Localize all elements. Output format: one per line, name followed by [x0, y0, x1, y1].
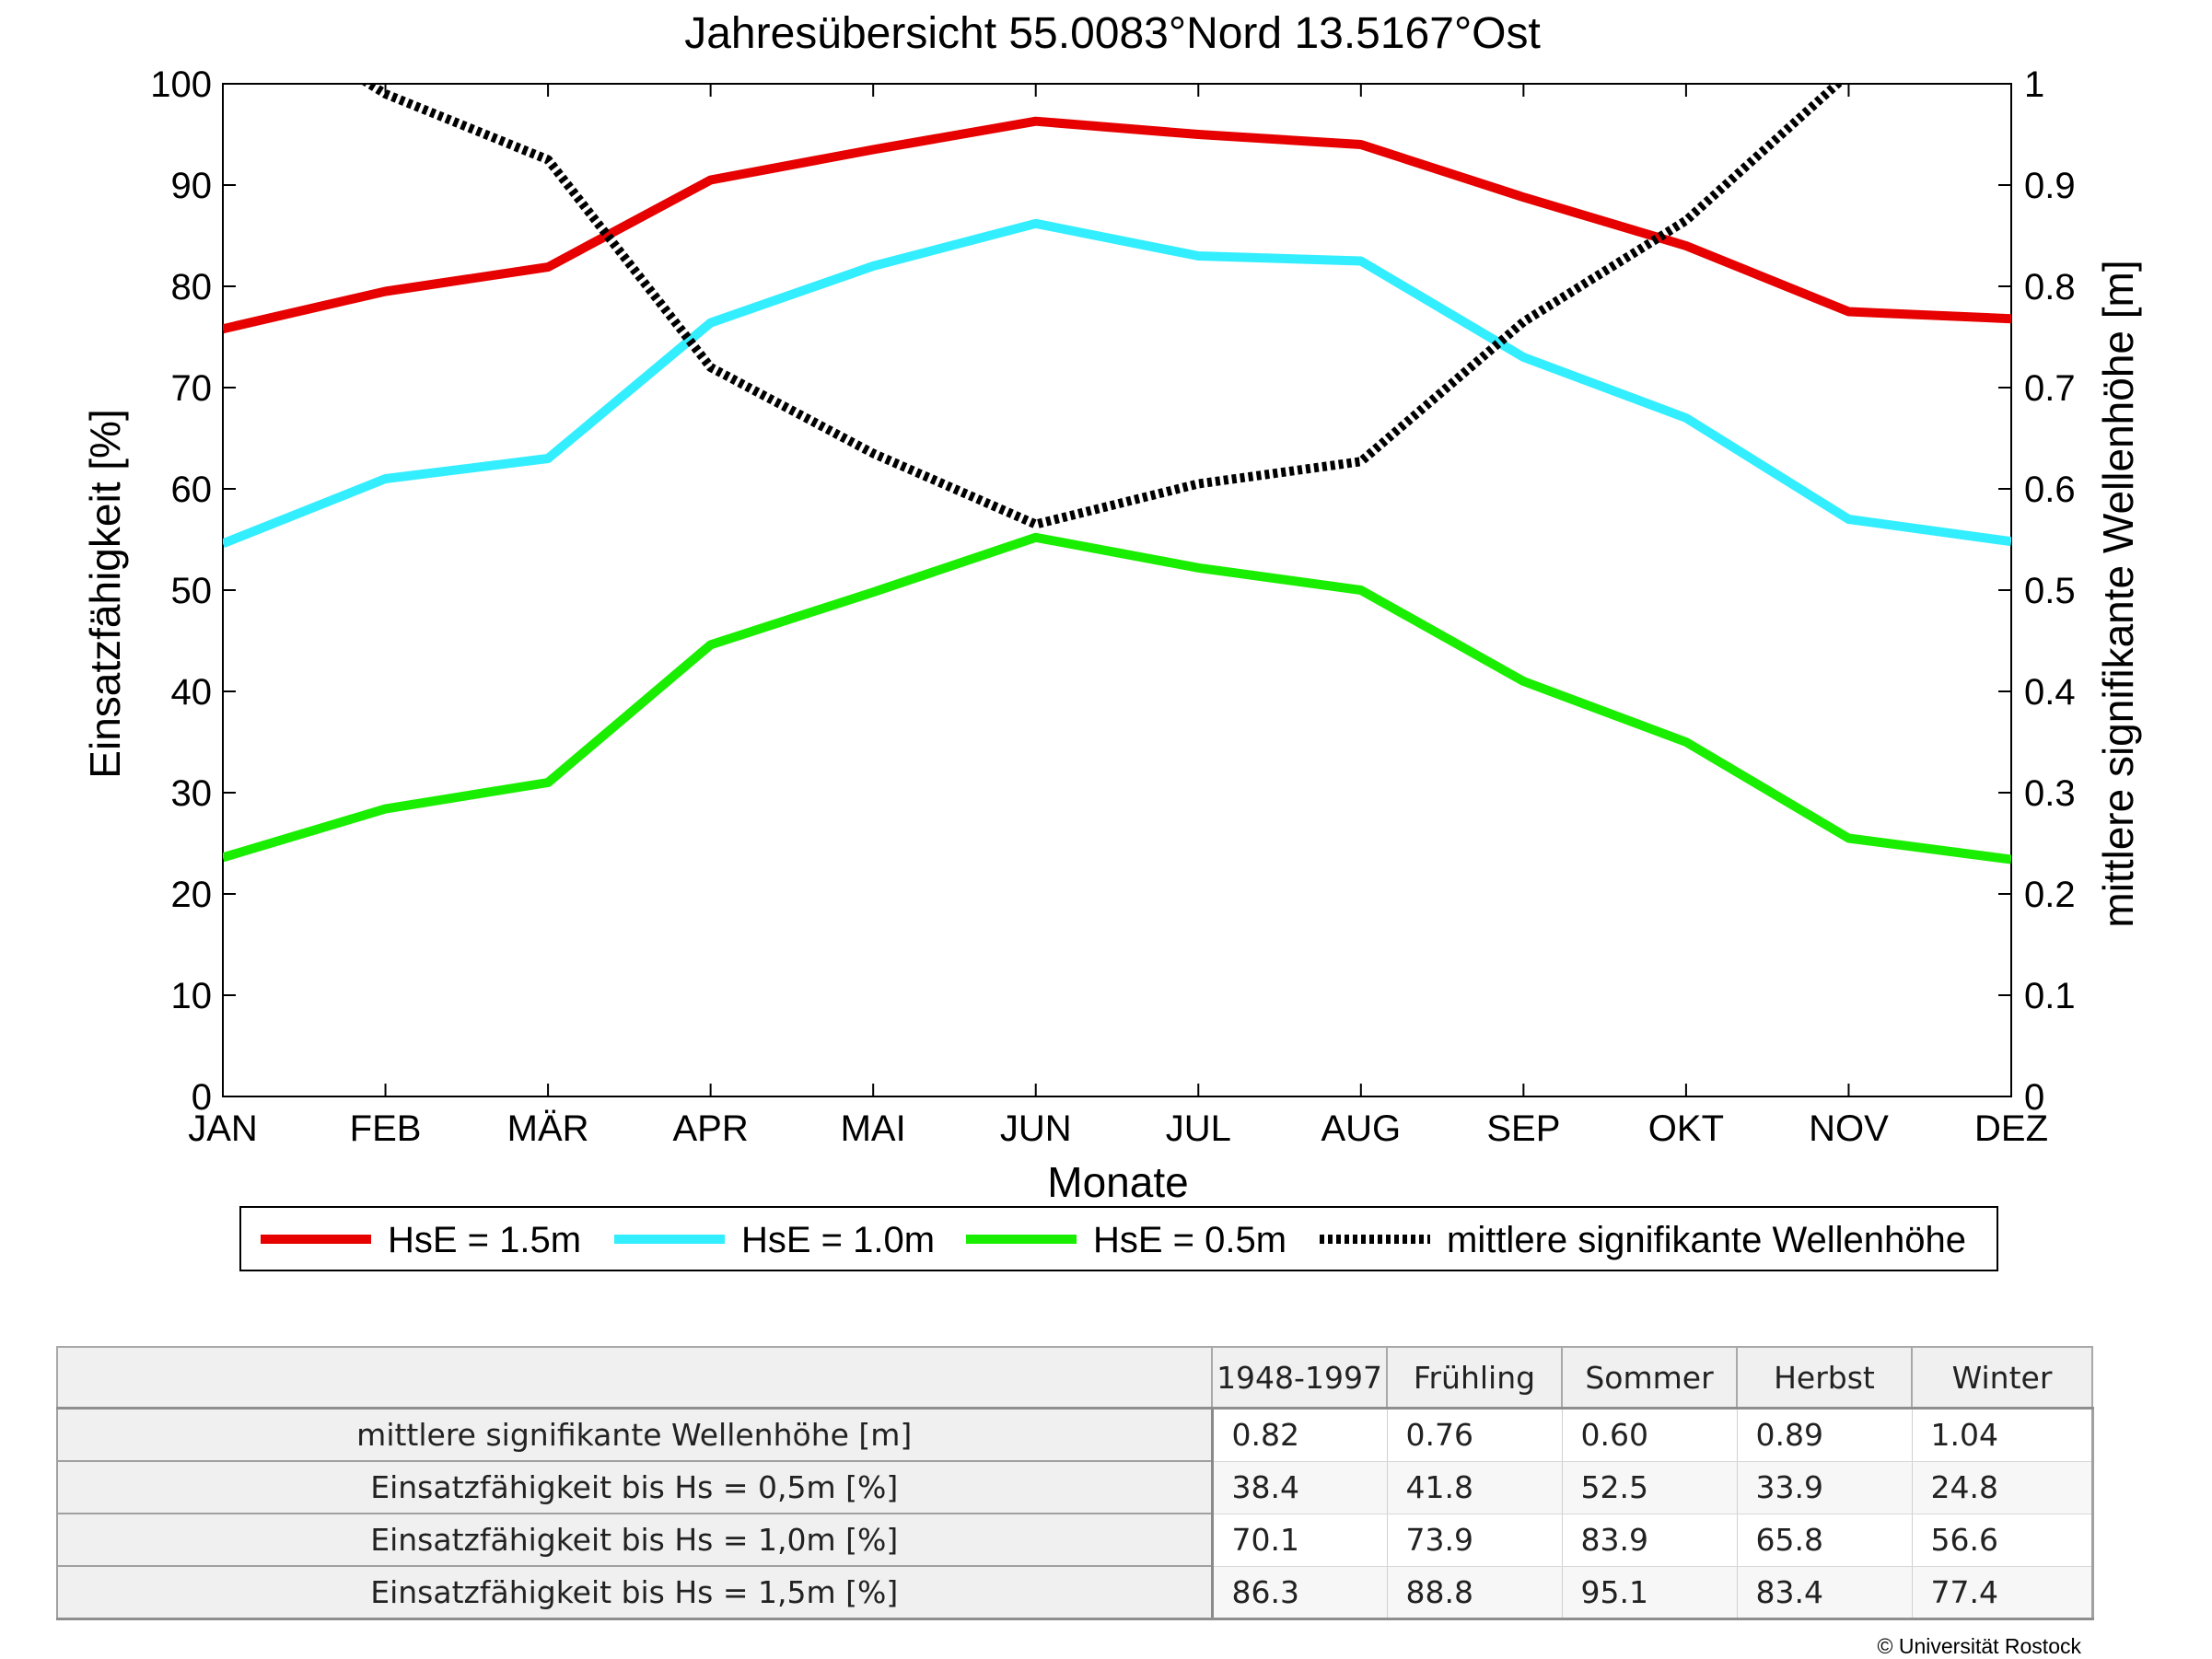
table-row: Einsatzfähigkeit bis Hs = 1,5m [%] 86.3 …	[56, 1565, 2094, 1620]
legend-label: mittlere signifikante Wellenhöhe	[1447, 1220, 1966, 1260]
y-tick-label: 90	[171, 166, 213, 206]
x-tick-label: MAI	[841, 1108, 906, 1149]
table-row-label: Einsatzfähigkeit bis Hs = 1,0m [%]	[56, 1513, 1214, 1567]
table-cell: 33.9	[1737, 1461, 1913, 1514]
table-row-label: mittlere signifikante Wellenhöhe [m]	[56, 1407, 1214, 1462]
y-tick-label: 60	[171, 470, 213, 510]
x-tick-label: APR	[673, 1108, 749, 1149]
y2-axis-label: mittlere signifikante Wellenhöhe [m]	[2094, 260, 2142, 927]
table-row: Einsatzfähigkeit bis Hs = 1,0m [%] 70.1 …	[56, 1513, 2094, 1567]
legend-label: HsE = 0.5m	[1093, 1220, 1286, 1260]
table-cell: 56.6	[1912, 1514, 2094, 1567]
y2-tick-label: 0.9	[2024, 166, 2076, 206]
chart-title: Jahresübersicht 55.0083°Nord 13.5167°Ost	[684, 9, 1541, 58]
chart: Jahresübersicht 55.0083°Nord 13.5167°Ost…	[81, 9, 2142, 1271]
y2-tick-label: 0.6	[2024, 470, 2076, 510]
x-tick-label: NOV	[1809, 1108, 1889, 1149]
legend-label: HsE = 1.0m	[741, 1220, 935, 1260]
y2-tick-label: 0.4	[2024, 672, 2076, 713]
x-tick-label: DEZ	[1974, 1108, 2048, 1149]
x-tick-label: MÄR	[507, 1108, 589, 1149]
y-tick-label: 50	[171, 571, 213, 611]
table-cell: 24.8	[1912, 1461, 2094, 1514]
series-line-3	[360, 84, 1845, 529]
table-cell: 52.5	[1562, 1461, 1738, 1514]
y-tick-label: 40	[171, 672, 213, 713]
y2-tick-label: 0.1	[2024, 976, 2076, 1016]
x-tick-label: JUN	[1000, 1108, 1072, 1149]
table-cell: 1.04	[1912, 1408, 2094, 1462]
table-cell: 0.89	[1737, 1408, 1913, 1462]
table-row: Einsatzfähigkeit bis Hs = 0,5m [%] 38.4 …	[56, 1460, 2094, 1514]
copyright-notice: © Universität Rostock	[1877, 1634, 2081, 1658]
table-cell: 0.60	[1562, 1408, 1738, 1462]
table-cell: 83.4	[1737, 1566, 1913, 1620]
table-cell: 41.8	[1387, 1461, 1563, 1514]
x-axis-label: Monate	[1047, 1158, 1188, 1206]
y-tick-label: 0	[192, 1077, 212, 1118]
table-header-cell: Herbst	[1736, 1346, 1913, 1410]
table-header-cell: Frühling	[1386, 1346, 1563, 1410]
y-tick-label: 80	[171, 267, 213, 307]
table-cell: 0.76	[1387, 1408, 1563, 1462]
y-tick-label: 20	[171, 875, 213, 915]
x-tick-label: OKT	[1648, 1108, 1724, 1149]
y-tick-label: 10	[171, 976, 213, 1016]
y2-tick-label: 0	[2024, 1077, 2044, 1118]
x-tick-label: AUG	[1321, 1108, 1401, 1149]
series-line-0	[223, 116, 2011, 334]
table-header-cell: 1948-1997	[1211, 1346, 1388, 1410]
y2-tick-label: 0.7	[2024, 368, 2076, 409]
table-header-cell: Winter	[1911, 1346, 2093, 1410]
table-row: mittlere signifikante Wellenhöhe [m] 0.8…	[56, 1407, 2094, 1462]
table-cell: 88.8	[1387, 1566, 1563, 1620]
table-row-label: Einsatzfähigkeit bis Hs = 0,5m [%]	[56, 1460, 1214, 1514]
table-cell: 86.3	[1212, 1566, 1388, 1620]
table-cell: 95.1	[1562, 1566, 1738, 1620]
y2-tick-label: 0.5	[2024, 571, 2076, 611]
series-line-1	[223, 218, 2011, 549]
y-tick-label: 100	[150, 64, 212, 105]
stats-table: 1948-1997 Frühling Sommer Herbst Winter …	[56, 1346, 2094, 1620]
y2-tick-label: 1	[2024, 64, 2044, 105]
table-cell: 73.9	[1387, 1514, 1563, 1567]
table-row-label: Einsatzfähigkeit bis Hs = 1,5m [%]	[56, 1565, 1214, 1620]
table-cell: 77.4	[1912, 1566, 2094, 1620]
x-tick-label: FEB	[350, 1108, 422, 1149]
table-header-cell	[56, 1346, 1213, 1410]
series-line-2	[223, 532, 2011, 864]
x-tick-label: JAN	[188, 1108, 258, 1149]
table-cell: 70.1	[1212, 1514, 1388, 1567]
legend	[239, 1206, 1998, 1271]
y-axis-label: Einsatzfähigkeit [%]	[81, 409, 129, 778]
x-tick-label: SEP	[1486, 1108, 1560, 1149]
legend-label: HsE = 1.5m	[388, 1220, 581, 1260]
table-header-cell: Sommer	[1561, 1346, 1738, 1410]
y2-tick-label: 0.3	[2024, 773, 2076, 814]
table-cell: 38.4	[1212, 1461, 1388, 1514]
x-tick-label: JUL	[1166, 1108, 1231, 1149]
table-cell: 83.9	[1562, 1514, 1738, 1567]
table-cell: 65.8	[1737, 1514, 1913, 1567]
table-cell: 0.82	[1212, 1408, 1388, 1462]
y2-tick-label: 0.8	[2024, 267, 2076, 307]
table-header-row: 1948-1997 Frühling Sommer Herbst Winter	[56, 1346, 2093, 1410]
y-tick-label: 70	[171, 368, 213, 409]
y-tick-label: 30	[171, 773, 213, 814]
y2-tick-label: 0.2	[2024, 875, 2076, 915]
